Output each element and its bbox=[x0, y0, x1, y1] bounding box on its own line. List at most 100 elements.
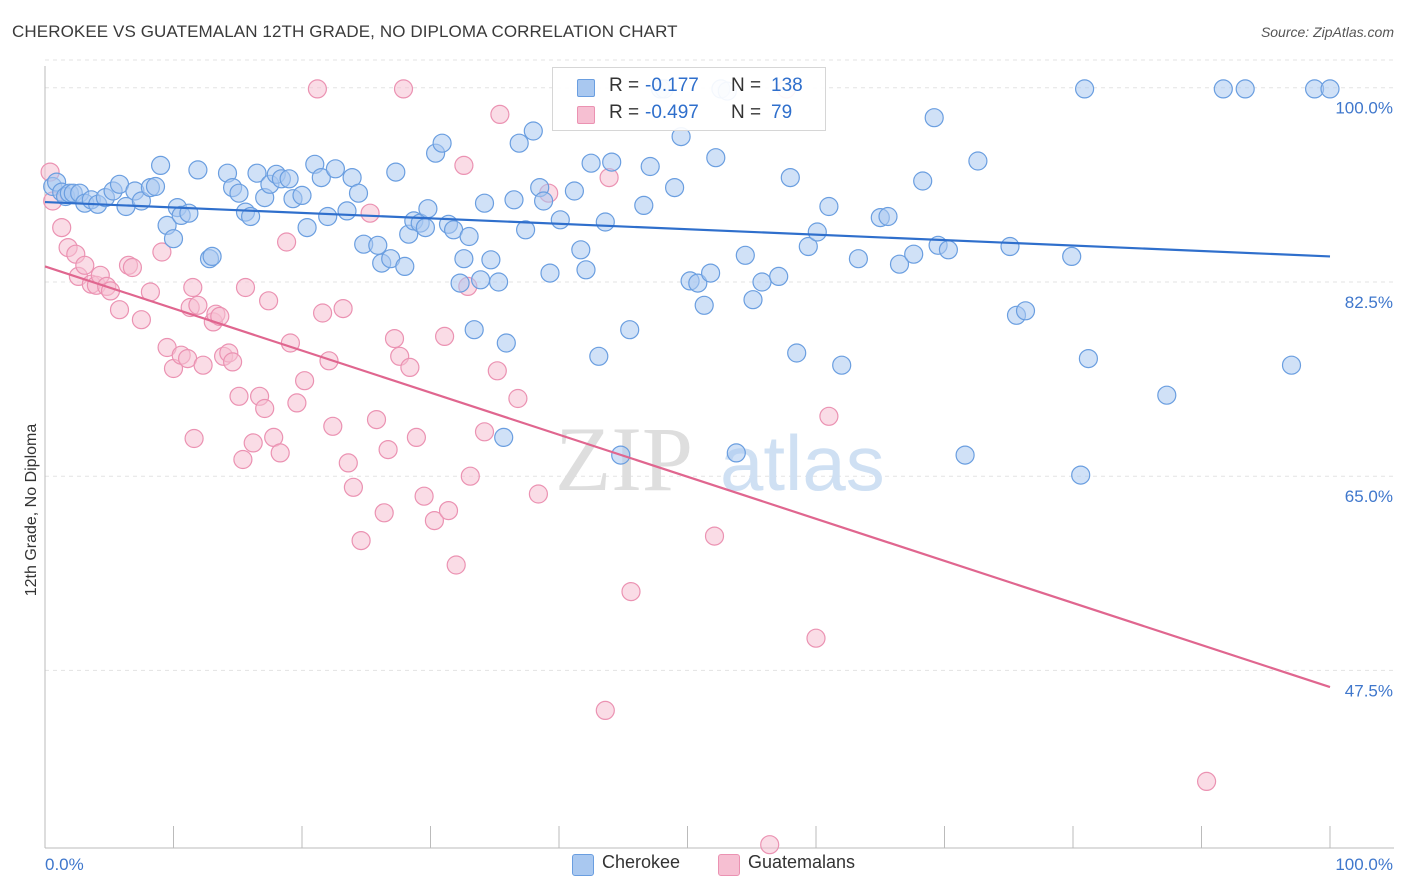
legend-n-label: N = bbox=[731, 102, 762, 123]
cherokee-point bbox=[464, 320, 484, 340]
cherokee-point bbox=[564, 181, 585, 201]
cherokee-point bbox=[735, 245, 755, 265]
bottom-legend-guatemalans: Guatemalans bbox=[718, 852, 878, 876]
guatemalans-point bbox=[313, 303, 333, 323]
x-tick-label: 0.0% bbox=[45, 855, 84, 874]
legend-swatch-cherokee bbox=[577, 79, 595, 97]
cherokee-point bbox=[1213, 79, 1233, 99]
cherokee-point bbox=[798, 236, 818, 257]
legend-r-value-cherokee: -0.177 bbox=[645, 75, 699, 96]
guatemalans-point bbox=[243, 433, 263, 453]
y-tick-label: 82.5% bbox=[1345, 293, 1393, 312]
cherokee-point bbox=[386, 162, 406, 182]
guatemalans-point bbox=[366, 410, 387, 430]
guatemalans-point bbox=[351, 530, 371, 551]
guatemalans-point bbox=[152, 242, 172, 262]
cherokee-point bbox=[550, 210, 570, 230]
bottom-legend-label-cherokee: Cherokee bbox=[602, 852, 681, 872]
bottom-legend-cherokee: Cherokee bbox=[572, 852, 702, 876]
cherokee-point bbox=[706, 148, 726, 168]
bottom-legend-swatch-cherokee bbox=[572, 854, 594, 876]
cherokee-point bbox=[1071, 465, 1091, 485]
guatemalans-point bbox=[277, 232, 297, 252]
cherokee-point bbox=[1157, 385, 1177, 405]
guatemalans-point bbox=[446, 555, 466, 575]
cherokee-point bbox=[807, 222, 827, 242]
cherokee-point bbox=[819, 196, 839, 217]
guatemalans-point bbox=[184, 428, 204, 449]
bottom-legend-swatch-guatemalans bbox=[718, 854, 740, 876]
cherokee-point bbox=[924, 108, 944, 128]
legend-n-value-cherokee: 138 bbox=[771, 75, 803, 96]
guatemalans-point bbox=[474, 422, 495, 442]
cherokee-point bbox=[904, 244, 924, 264]
cherokee-point bbox=[481, 250, 501, 270]
cherokee-point bbox=[292, 185, 312, 205]
guatemalans-point bbox=[183, 277, 203, 298]
y-tick-label: 47.5% bbox=[1345, 681, 1393, 700]
guatemalans-point bbox=[528, 484, 549, 504]
cherokee-point bbox=[509, 133, 529, 153]
cherokee-point bbox=[229, 183, 249, 203]
guatemalans-points bbox=[40, 79, 1217, 855]
guatemalans-point bbox=[287, 393, 307, 413]
cherokee-point bbox=[1078, 349, 1099, 369]
cherokee-trend-line bbox=[44, 200, 1331, 258]
cherokee-point bbox=[533, 191, 554, 211]
cherokee-point bbox=[337, 201, 357, 221]
cherokee-point bbox=[515, 220, 536, 240]
cherokee-point bbox=[640, 156, 660, 177]
guatemalans-point bbox=[454, 155, 474, 175]
cherokee-point bbox=[848, 249, 869, 269]
guatemalans-point bbox=[621, 581, 641, 602]
cherokee-point bbox=[188, 160, 208, 180]
guatemalans-point bbox=[270, 443, 290, 463]
cherokee-point bbox=[325, 159, 345, 179]
guatemalans-point bbox=[131, 310, 151, 330]
cherokee-point bbox=[589, 346, 609, 366]
cherokee-point bbox=[752, 272, 772, 292]
cherokee-point bbox=[694, 295, 714, 315]
guatemalans-point bbox=[75, 255, 95, 275]
cherokee-point bbox=[145, 176, 166, 197]
cherokee-points bbox=[43, 79, 1340, 485]
cherokee-point bbox=[418, 199, 438, 219]
legend-r-value-guatemalans: -0.497 bbox=[645, 102, 699, 123]
guatemalans-point bbox=[323, 416, 343, 436]
cherokee-point bbox=[1062, 246, 1082, 266]
guatemalans-point bbox=[223, 352, 243, 372]
guatemalans-point bbox=[400, 357, 420, 377]
guatemalans-point bbox=[819, 406, 839, 426]
legend-n-label: N = bbox=[731, 75, 762, 96]
y-axis-label: 12th Grade, No Diploma bbox=[23, 423, 40, 597]
cherokee-point bbox=[634, 195, 654, 215]
cherokee-point bbox=[459, 226, 479, 247]
cherokee-point bbox=[595, 212, 615, 232]
legend-row-cherokee: R = -0.177 N = 138 bbox=[553, 75, 825, 99]
guatemalans-point bbox=[595, 700, 615, 721]
cherokee-point bbox=[279, 169, 299, 189]
cherokee-point bbox=[1281, 355, 1302, 375]
y-axis-label-container: 12th Grade, No Diploma bbox=[20, 350, 44, 670]
guatemalans-point bbox=[806, 628, 826, 648]
cherokee-point bbox=[726, 443, 746, 463]
guatemalans-point bbox=[188, 295, 208, 315]
guatemalans-point bbox=[122, 257, 142, 278]
guatemalans-point bbox=[1196, 771, 1217, 792]
trend-lines bbox=[44, 200, 1331, 689]
guatemalans-point bbox=[360, 203, 380, 223]
cherokee-point bbox=[348, 183, 369, 203]
cherokee-point bbox=[368, 235, 388, 255]
guatemalans-point bbox=[343, 477, 363, 497]
cherokee-point bbox=[504, 190, 524, 210]
cherokee-point bbox=[955, 445, 975, 465]
guatemalans-point bbox=[435, 326, 455, 346]
legend-r-label: R = bbox=[609, 75, 640, 96]
cherokee-point bbox=[415, 218, 435, 238]
cherokee-point bbox=[496, 333, 516, 353]
cherokee-point bbox=[163, 229, 184, 249]
cherokee-point bbox=[780, 168, 800, 188]
cherokee-point bbox=[581, 153, 601, 173]
cherokee-point bbox=[743, 290, 763, 310]
